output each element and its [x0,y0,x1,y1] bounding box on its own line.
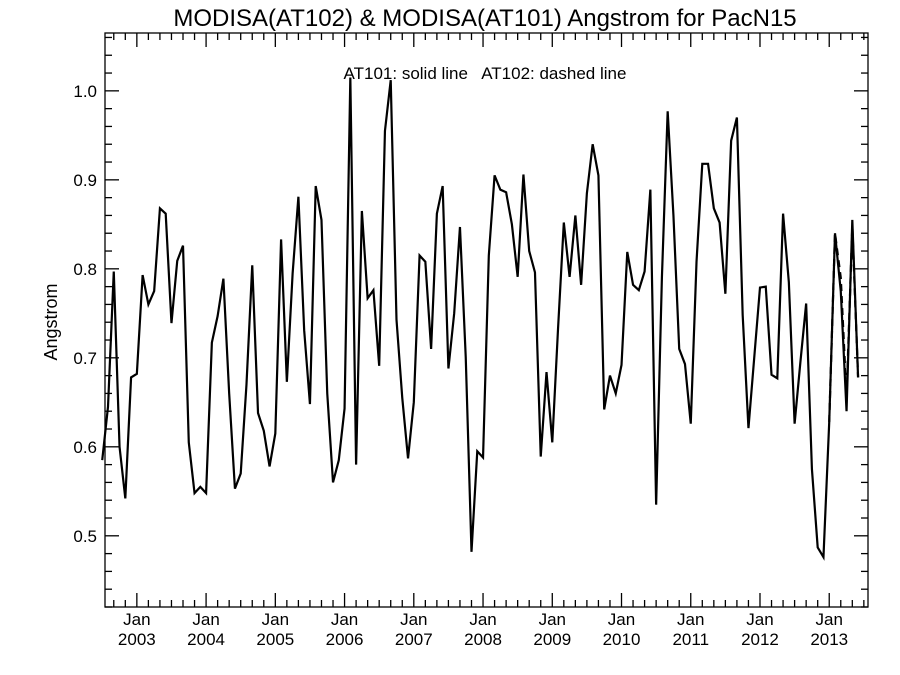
x-tick-month-label: Jan [192,610,219,629]
x-tick-year-label: 2007 [395,630,433,649]
chart-title: MODISA(AT102) & MODISA(AT101) Angstrom f… [173,5,796,32]
y-tick-label: 0.7 [73,349,97,368]
x-tick-month-label: Jan [608,610,635,629]
x-tick-month-label: Jan [539,610,566,629]
axis-ticks [105,33,868,608]
series-line-at102 [828,226,860,422]
x-tick-year-label: 2008 [464,630,502,649]
axis-tick-labels: 0.50.60.70.80.91.0Jan2003Jan2004Jan2005J… [73,82,848,649]
x-tick-month-label: Jan [400,610,427,629]
x-tick-year-label: 2006 [326,630,364,649]
x-tick-year-label: 2005 [256,630,294,649]
x-tick-year-label: 2010 [603,630,641,649]
x-tick-month-label: Jan [469,610,496,629]
x-tick-month-label: Jan [123,610,150,629]
x-tick-year-label: 2012 [741,630,779,649]
series-layer [101,77,860,561]
x-tick-year-label: 2011 [672,630,709,649]
y-tick-label: 1.0 [73,82,97,101]
y-tick-label: 0.6 [73,438,97,457]
y-tick-label: 0.5 [73,527,97,546]
series-line-at101 [101,77,860,561]
x-tick-month-label: Jan [816,610,843,629]
x-tick-month-label: Jan [262,610,289,629]
x-tick-year-label: 2009 [533,630,571,649]
x-tick-month-label: Jan [331,610,358,629]
x-tick-year-label: 2013 [810,630,848,649]
x-tick-year-label: 2003 [118,630,156,649]
x-tick-year-label: 2004 [187,630,225,649]
series-style-annotation: AT101: solid line AT102: dashed line [344,64,627,83]
x-tick-month-label: Jan [677,610,704,629]
x-tick-month-label: Jan [746,610,773,629]
y-tick-label: 0.9 [73,171,97,190]
plot-frame [104,32,869,608]
y-axis-label: Angstrom [41,283,61,360]
y-tick-label: 0.8 [73,260,97,279]
